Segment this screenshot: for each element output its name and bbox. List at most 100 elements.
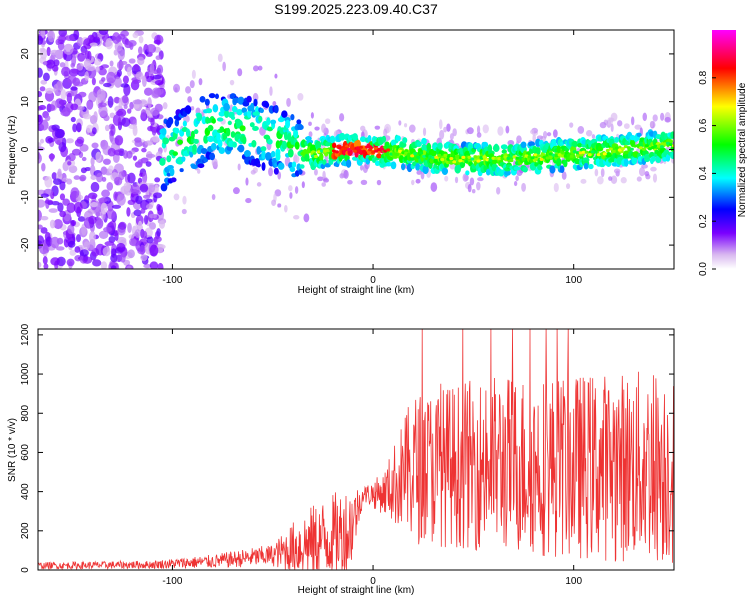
spectrogram-cell [68,165,78,174]
spectrogram-cell [145,198,153,203]
spectrogram-cell [422,165,429,175]
spectrogram-ridge-cell [611,149,616,154]
spectrogram-cell [40,79,48,85]
spectrogram-cell [98,105,108,118]
y-tick-label: 10 [20,96,31,108]
spectrogram-cell [116,242,126,253]
spectrogram-cell [449,133,454,141]
spectrogram-ridge-cell [536,154,541,158]
spectrogram-cell [630,116,635,126]
spectrogram-cell [286,97,291,107]
spectrogram-ridge-cell [632,144,637,148]
spectrogram-cell [284,204,288,213]
spectrogram-cell [38,242,49,255]
spectrogram-cell [631,156,638,165]
spectrogram-cell [73,201,83,214]
spectrogram-cell [644,171,650,177]
spectrogram-ridge-cell [659,145,664,149]
spectrogram-cell [343,169,349,179]
spectrogram-cell [552,129,558,138]
spectrogram-cell [321,182,327,187]
colorbar-tick-label: 0.6 [698,118,709,132]
spectrogram-cell [471,188,476,194]
spectrogram-cell [281,140,288,150]
spectrogram-cell [266,126,274,132]
spectrogram-cell [166,155,172,163]
spectrogram-ridge-cell [368,148,373,152]
spectrogram-cell [273,167,279,175]
spectrogram-cell [253,98,258,107]
spectrogram-cell [144,140,154,146]
spectrogram-cell [549,165,556,174]
spectrogram-cell [143,263,152,269]
spectrogram-cell [229,79,235,86]
spectrogram-ridge-cell [443,153,448,157]
spectrogram-cell [242,136,247,145]
spectrogram-cell [304,153,310,162]
spectrogram-cell [104,241,115,246]
spectrogram-cell [223,103,230,112]
spectrogram-cell [211,193,216,201]
spectrogram-cell [623,158,629,167]
spectrogram-cell [112,114,121,126]
spectrogram-cell [53,218,63,230]
spectrogram-cell [177,139,183,145]
spectrogram-cell [256,182,262,187]
spectrogram-cell [476,181,481,191]
spectrogram-cell [192,144,197,152]
spectrogram-cell [126,207,131,217]
colorbar-label: Normalized spectral amplitude [737,82,748,217]
spectrogram-cell [294,141,300,150]
spectrogram-cell [60,89,67,101]
spectrogram-cell [260,146,267,152]
spectrogram-cell [40,193,49,198]
spectrogram-cell [49,153,54,162]
spectrogram-cell [205,108,213,114]
spectrogram-cell [652,114,658,122]
spectrogram-cell [59,193,66,201]
spectrogram-cell [70,62,76,68]
spectrogram-cell [101,176,107,182]
spectrogram-cell [266,117,271,126]
spectrogram-cell [95,243,106,256]
spectrogram-cell [476,125,481,135]
spectrogram-cell [38,91,43,98]
spectrogram-ridge-cell [503,155,508,159]
spectrogram-ridge-cell [422,154,427,159]
spectrogram-cell [161,128,167,136]
spectrogram-cell [93,111,98,123]
spectrogram-cell [236,109,243,116]
spectrogram-cell [83,38,93,50]
spectrogram-cell [67,240,76,248]
spectrogram-cell [507,139,515,146]
spectrogram-cell [634,124,642,130]
spectrogram-cell [38,146,45,152]
spectrogram-cell [466,127,474,135]
spectrogram-cell [230,131,236,138]
spectrogram-cell [651,155,656,162]
spectrogram-cell [84,71,89,82]
spectrogram-ridge-cell [608,147,613,151]
spectrogram-cell [497,126,504,136]
spectrogram-cell [67,224,75,235]
colorbar-tick-label: 0.8 [698,70,709,84]
spectrogram-cell [142,75,147,88]
spectrogram-cell [421,137,427,145]
spectrogram-ridge-cell [346,147,351,152]
spectrogram-cell [551,138,557,145]
spectrogram-ridge-cell [491,156,496,160]
spectrogram-cell [118,221,127,230]
spectrogram-cell [251,139,257,148]
spectrogram-cell [641,164,648,169]
x-tick-label: -100 [162,576,182,587]
spectrogram-cell [416,170,422,175]
spectrogram-cell [63,43,74,55]
spectrogram-cell [142,231,148,239]
spectrogram-ridge-cell [569,154,574,158]
spectrogram-cell [123,150,129,159]
spectrogram-cell [636,132,642,138]
spectrogram-cell [132,99,143,105]
spectrogram-cell [374,125,381,130]
spectrogram-ridge-cell [331,149,336,153]
spectrogram-ridge-cell [458,159,463,163]
